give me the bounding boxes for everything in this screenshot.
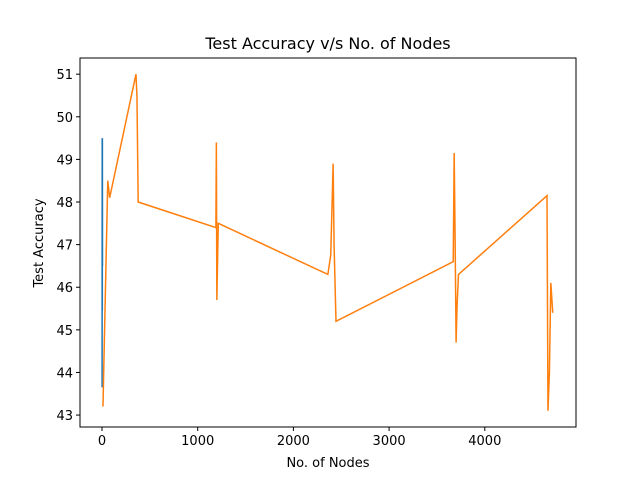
x-tick-label: 0 [98, 434, 106, 449]
y-tick-label: 48 [56, 196, 73, 211]
y-axis-label: Test Accuracy [32, 198, 47, 288]
y-tick-label: 49 [56, 153, 73, 168]
y-tick-label: 51 [56, 68, 73, 83]
x-tick-label: 1000 [181, 434, 214, 449]
x-tick-label: 3000 [373, 434, 406, 449]
y-tick-label: 45 [56, 324, 73, 339]
x-axis-label: No. of Nodes [286, 456, 369, 471]
y-tick-label: 43 [56, 409, 73, 424]
x-tick-label: 2000 [277, 434, 310, 449]
y-tick-label: 50 [56, 111, 73, 126]
y-tick-label: 47 [56, 239, 73, 254]
y-tick-label: 46 [56, 281, 73, 296]
x-tick-label: 4000 [468, 434, 501, 449]
y-tick-label: 44 [56, 366, 73, 381]
chart-title: Test Accuracy v/s No. of Nodes [204, 34, 450, 53]
